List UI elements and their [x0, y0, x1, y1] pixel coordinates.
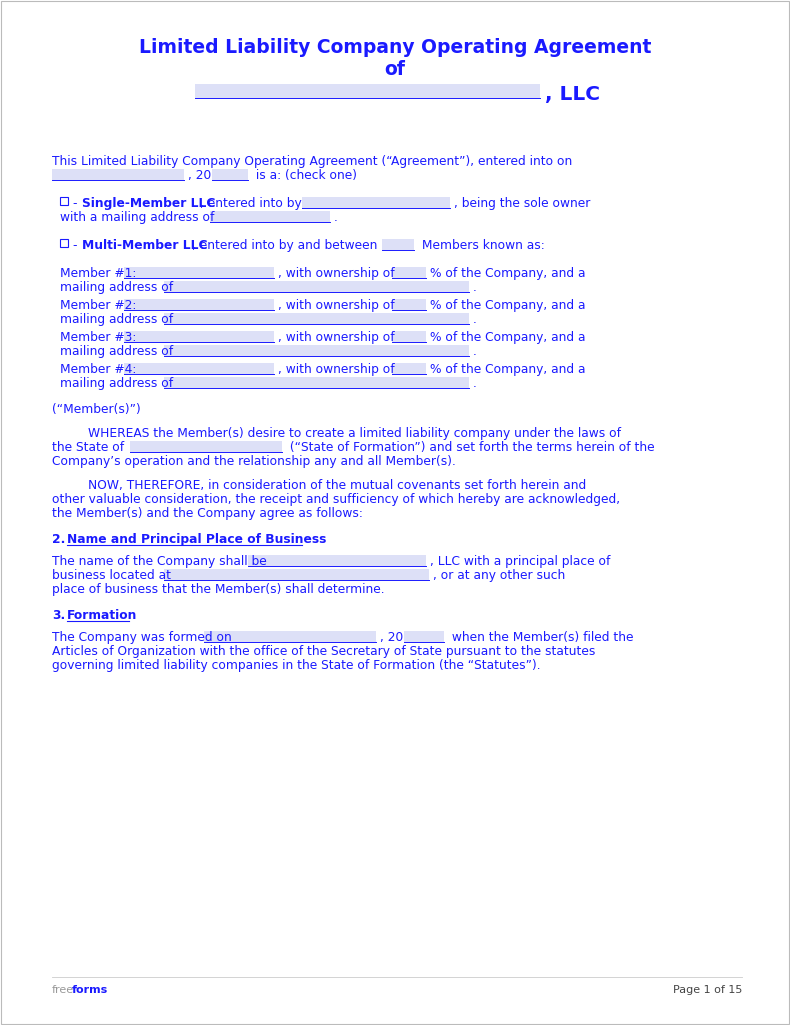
- Text: -: -: [73, 239, 81, 252]
- Text: WHEREAS the Member(s) desire to create a limited liability company under the law: WHEREAS the Member(s) desire to create a…: [88, 427, 621, 440]
- Text: Member #2:: Member #2:: [60, 299, 137, 312]
- Text: the Member(s) and the Company agree as follows:: the Member(s) and the Company agree as f…: [52, 507, 363, 520]
- Text: .: .: [473, 313, 477, 326]
- Text: when the Member(s) filed the: when the Member(s) filed the: [448, 631, 634, 644]
- Text: % of the Company, and a: % of the Company, and a: [430, 363, 585, 376]
- Text: Members known as:: Members known as:: [418, 239, 545, 252]
- Text: , 20: , 20: [188, 169, 211, 182]
- Text: Limited Liability Company Operating Agreement: Limited Liability Company Operating Agre…: [139, 38, 651, 57]
- Text: Single-Member LLC: Single-Member LLC: [82, 197, 216, 210]
- FancyBboxPatch shape: [210, 211, 330, 222]
- Text: .: .: [473, 377, 477, 390]
- Text: , with ownership of: , with ownership of: [278, 331, 398, 344]
- FancyBboxPatch shape: [382, 239, 414, 250]
- Text: forms: forms: [72, 985, 108, 995]
- FancyBboxPatch shape: [164, 569, 429, 580]
- Text: (“State of Formation”) and set forth the terms herein of the: (“State of Formation”) and set forth the…: [286, 441, 655, 454]
- Text: governing limited liability companies in the State of Formation (the “Statutes”): governing limited liability companies in…: [52, 659, 540, 672]
- Text: -: -: [73, 197, 81, 210]
- FancyBboxPatch shape: [204, 631, 376, 642]
- Text: The name of the Company shall be: The name of the Company shall be: [52, 555, 271, 568]
- Text: , entered into by: , entered into by: [200, 197, 306, 210]
- Text: 3.: 3.: [52, 609, 66, 622]
- Text: Page 1 of 15: Page 1 of 15: [672, 985, 742, 995]
- Bar: [60, 197, 68, 205]
- Text: , LLC: , LLC: [545, 85, 600, 104]
- Text: business located at: business located at: [52, 569, 175, 582]
- Text: mailing address of: mailing address of: [60, 377, 177, 390]
- FancyBboxPatch shape: [164, 345, 469, 356]
- Text: other valuable consideration, the receipt and sufficiency of which hereby are ac: other valuable consideration, the receip…: [52, 493, 620, 506]
- FancyBboxPatch shape: [392, 266, 426, 278]
- Text: % of the Company, and a: % of the Company, and a: [430, 266, 585, 280]
- Text: , entered into by and between: , entered into by and between: [192, 239, 382, 252]
- Text: % of the Company, and a: % of the Company, and a: [430, 299, 585, 312]
- Text: .: .: [334, 211, 338, 224]
- Text: Articles of Organization with the office of the Secretary of State pursuant to t: Articles of Organization with the office…: [52, 645, 596, 658]
- Text: of: of: [385, 60, 405, 79]
- FancyBboxPatch shape: [404, 631, 444, 642]
- Text: The Company was formed on: The Company was formed on: [52, 631, 235, 644]
- Text: % of the Company, and a: % of the Company, and a: [430, 331, 585, 344]
- Bar: [60, 239, 68, 247]
- FancyBboxPatch shape: [52, 169, 184, 180]
- Text: Member #3:: Member #3:: [60, 331, 137, 344]
- Text: 2.: 2.: [52, 533, 66, 546]
- Text: Multi-Member LLC: Multi-Member LLC: [82, 239, 208, 252]
- FancyBboxPatch shape: [195, 84, 540, 98]
- FancyBboxPatch shape: [164, 281, 469, 292]
- FancyBboxPatch shape: [302, 197, 450, 208]
- Text: free: free: [52, 985, 74, 995]
- Text: , with ownership of: , with ownership of: [278, 299, 398, 312]
- Text: is a: (check one): is a: (check one): [252, 169, 357, 182]
- Text: , 20: , 20: [380, 631, 403, 644]
- FancyBboxPatch shape: [248, 555, 426, 566]
- Text: mailing address of: mailing address of: [60, 345, 177, 358]
- Text: .: .: [473, 345, 477, 358]
- Text: , with ownership of: , with ownership of: [278, 363, 398, 376]
- FancyBboxPatch shape: [212, 169, 248, 180]
- Text: place of business that the Member(s) shall determine.: place of business that the Member(s) sha…: [52, 583, 385, 596]
- FancyBboxPatch shape: [392, 363, 426, 374]
- Text: This Limited Liability Company Operating Agreement (“Agreement”), entered into o: This Limited Liability Company Operating…: [52, 155, 572, 168]
- Text: Member #1:: Member #1:: [60, 266, 137, 280]
- Text: , being the sole owner: , being the sole owner: [454, 197, 590, 210]
- Text: the State of: the State of: [52, 441, 128, 454]
- FancyBboxPatch shape: [130, 441, 282, 452]
- Text: Company’s operation and the relationship any and all Member(s).: Company’s operation and the relationship…: [52, 455, 456, 468]
- FancyBboxPatch shape: [124, 363, 274, 374]
- Text: (“Member(s)”): (“Member(s)”): [52, 403, 141, 416]
- FancyBboxPatch shape: [392, 331, 426, 342]
- FancyBboxPatch shape: [124, 299, 274, 310]
- Text: .: .: [473, 281, 477, 294]
- FancyBboxPatch shape: [124, 331, 274, 342]
- FancyBboxPatch shape: [392, 299, 426, 310]
- FancyBboxPatch shape: [124, 266, 274, 278]
- Text: , LLC with a principal place of: , LLC with a principal place of: [430, 555, 611, 568]
- Text: Name and Principal Place of Business: Name and Principal Place of Business: [67, 533, 326, 546]
- FancyBboxPatch shape: [164, 313, 469, 324]
- Text: NOW, THEREFORE, in consideration of the mutual covenants set forth herein and: NOW, THEREFORE, in consideration of the …: [88, 479, 586, 492]
- Text: , with ownership of: , with ownership of: [278, 266, 398, 280]
- Text: Formation: Formation: [67, 609, 137, 622]
- Text: , or at any other such: , or at any other such: [433, 569, 566, 582]
- FancyBboxPatch shape: [164, 377, 469, 388]
- Text: Member #4:: Member #4:: [60, 363, 137, 376]
- Text: mailing address of: mailing address of: [60, 281, 177, 294]
- Text: with a mailing address of: with a mailing address of: [60, 211, 218, 224]
- Text: mailing address of: mailing address of: [60, 313, 177, 326]
